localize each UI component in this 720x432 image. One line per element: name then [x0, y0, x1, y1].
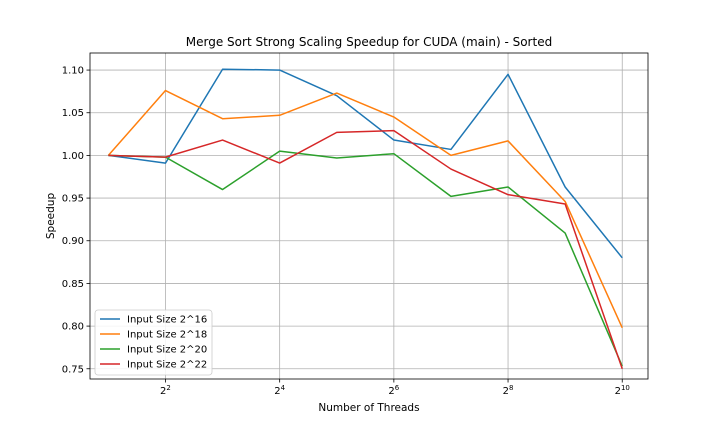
x-tick-base: 2 [274, 386, 280, 397]
legend-box [94, 309, 213, 376]
x-tick-exponent: 6 [395, 384, 400, 392]
legend-entry-label: Input Size 2^18 [127, 330, 207, 341]
y-tick-label: 0.80 [62, 322, 84, 333]
x-tick-exponent: 4 [281, 384, 286, 392]
x-tick-label: 26 [388, 384, 399, 397]
series-line-input-size-2-16 [108, 68, 623, 259]
x-tick-label: 28 [503, 384, 514, 397]
series-line-input-size-2-20 [108, 150, 623, 367]
y-axis-label: Speedup [45, 193, 57, 240]
chart-title: Merge Sort Strong Scaling Speedup for CU… [186, 35, 552, 49]
plot-area-frame [89, 52, 649, 380]
series-line-input-size-2-22 [108, 129, 623, 370]
x-axis-label: Number of Threads [318, 402, 419, 414]
y-tick-label: 0.95 [62, 194, 84, 205]
y-tick-label: 1.05 [62, 108, 84, 119]
y-tick-label: 0.75 [62, 364, 84, 375]
legend-entry-label: Input Size 2^16 [127, 315, 207, 326]
x-tick-label: 24 [274, 384, 285, 397]
x-tick-base: 2 [615, 386, 621, 397]
x-tick-label: 22 [160, 384, 171, 397]
y-tick-label: 0.90 [62, 236, 84, 247]
series-lines [107, 68, 623, 370]
x-tick-base: 2 [388, 386, 394, 397]
legend-entry-label: Input Size 2^20 [127, 345, 207, 356]
series-line-input-size-2-18 [107, 89, 623, 329]
y-tick-label: 0.85 [62, 279, 84, 290]
x-tick-exponent: 8 [509, 384, 513, 392]
x-tick-label: 210 [615, 384, 630, 397]
x-tick-exponent: 2 [166, 384, 170, 392]
x-tick-exponent: 10 [621, 384, 630, 392]
legend-entry-label: Input Size 2^22 [127, 360, 207, 371]
y-tick-label: 1.10 [62, 66, 84, 77]
x-tick-base: 2 [503, 386, 509, 397]
x-tick-base: 2 [160, 386, 166, 397]
legend: Input Size 2^16 Input Size 2^18 Input Size… [94, 309, 213, 376]
y-tick-label: 1.00 [62, 151, 84, 162]
